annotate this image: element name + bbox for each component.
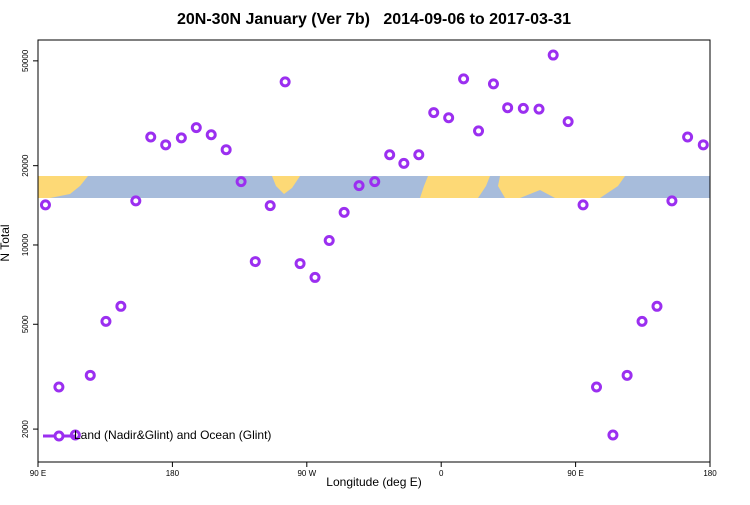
data-point <box>353 180 365 192</box>
data-point <box>651 300 663 312</box>
data-point <box>84 369 96 381</box>
data-point <box>369 176 381 188</box>
x-tick-label: 90 E <box>30 469 46 478</box>
data-point <box>264 200 276 212</box>
data-point <box>562 116 574 128</box>
data-point <box>413 149 425 161</box>
y-tick-label: 2000 <box>21 420 30 438</box>
y-tick-label: 50000 <box>21 49 30 72</box>
data-point <box>591 381 603 393</box>
data-point <box>190 122 202 134</box>
y-tick-label: 20000 <box>21 154 30 177</box>
data-point <box>309 271 321 283</box>
data-point <box>323 234 335 246</box>
data-point <box>636 315 648 327</box>
y-tick-label: 5000 <box>21 315 30 333</box>
data-point <box>666 195 678 207</box>
data-point <box>220 144 232 156</box>
x-tick-label: 180 <box>703 469 717 478</box>
x-tick-label: 90 W <box>297 469 316 478</box>
data-point <box>577 199 589 211</box>
data-point <box>487 78 499 90</box>
data-point <box>533 103 545 115</box>
data-point <box>338 206 350 218</box>
data-point <box>621 369 633 381</box>
data-point <box>175 132 187 144</box>
data-point <box>53 381 65 393</box>
data-point <box>607 429 619 441</box>
data-point <box>145 131 157 143</box>
chart-title: 20N-30N January (Ver 7b) 2014-09-06 to 2… <box>177 11 571 28</box>
data-point <box>473 125 485 137</box>
data-point <box>443 112 455 124</box>
data-point <box>160 139 172 151</box>
data-point <box>130 195 142 207</box>
x-tick-label: 0 <box>439 469 444 478</box>
x-tick-label: 90 E <box>567 469 583 478</box>
x-axis-label: Longitude (deg E) <box>326 475 421 489</box>
data-point <box>205 129 217 141</box>
data-point <box>115 300 127 312</box>
legend-label: Land (Nadir&Glint) and Ocean (Glint) <box>74 428 271 442</box>
data-point <box>384 149 396 161</box>
data-point <box>428 107 440 119</box>
data-point <box>100 315 112 327</box>
data-point <box>398 157 410 169</box>
data-point <box>249 256 261 268</box>
data-point <box>547 49 559 61</box>
data-point <box>517 102 529 114</box>
legend-marker <box>53 430 65 442</box>
data-point <box>235 176 247 188</box>
data-point <box>502 102 514 114</box>
data-point <box>279 76 291 88</box>
plot-frame <box>37 39 711 463</box>
y-axis-label: N Total <box>0 224 12 261</box>
data-point <box>682 131 694 143</box>
data-point <box>458 73 470 85</box>
data-point <box>697 139 709 151</box>
data-point <box>294 258 306 270</box>
data-point <box>39 199 51 211</box>
x-tick-label: 180 <box>166 469 180 478</box>
y-tick-label: 10000 <box>21 233 30 256</box>
